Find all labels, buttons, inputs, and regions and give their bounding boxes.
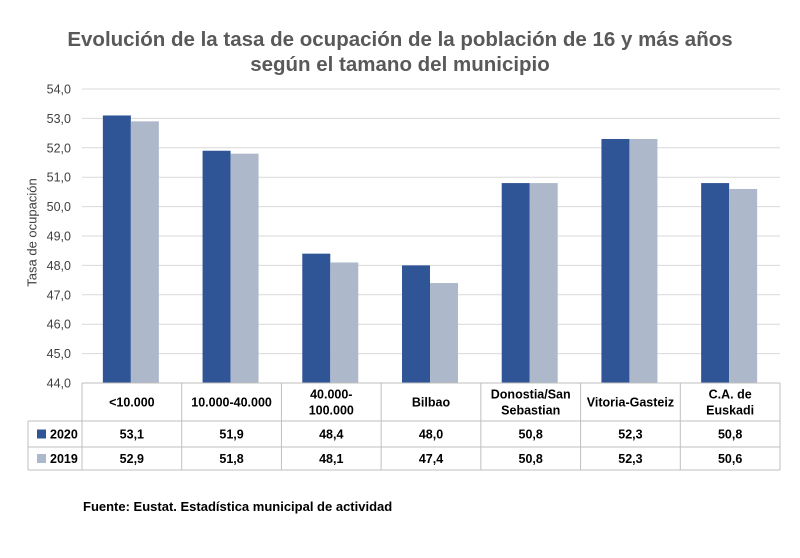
y-tick-label: 52,0 xyxy=(47,141,71,155)
bar-2020 xyxy=(302,253,331,383)
data-label: 50,8 xyxy=(718,428,742,442)
bar-2020 xyxy=(202,150,231,383)
legend-label: 2019 xyxy=(50,452,78,466)
source-note: Fuente: Eustat. Estadística municipal de… xyxy=(83,499,393,514)
y-tick-label: 51,0 xyxy=(47,171,71,185)
category-label: 100.000 xyxy=(309,404,354,418)
data-label: 50,6 xyxy=(718,452,742,466)
data-label: 53,1 xyxy=(120,428,144,442)
bar-2020 xyxy=(102,115,131,384)
y-tick-label: 50,0 xyxy=(47,200,71,214)
bar-2020 xyxy=(501,183,530,383)
y-tick-label: 44,0 xyxy=(47,377,71,391)
data-label: 52,9 xyxy=(120,452,144,466)
y-tick-label: 54,0 xyxy=(47,83,71,97)
y-tick-label: 45,0 xyxy=(47,347,71,361)
data-label: 48,1 xyxy=(319,452,343,466)
category-label: Donostia/San xyxy=(491,388,571,402)
y-tick-label: 48,0 xyxy=(47,259,71,273)
legend-key-2019 xyxy=(37,454,46,463)
bar-2019 xyxy=(230,153,259,383)
bar-2019 xyxy=(430,283,458,383)
data-label: 47,4 xyxy=(419,452,443,466)
y-tick-label: 49,0 xyxy=(47,230,71,244)
data-label: 48,0 xyxy=(419,428,443,442)
category-label: Bilbao xyxy=(412,396,451,410)
legend-key-2020 xyxy=(37,429,46,439)
category-label: Vitoria-Gasteiz xyxy=(587,396,674,410)
data-label: 52,3 xyxy=(618,428,642,442)
chart-title: Evolución de la tasa de ocupación de la … xyxy=(0,27,800,77)
category-label: 40.000- xyxy=(310,388,352,402)
data-label: 48,4 xyxy=(319,428,343,442)
chart-subtitle: según el tamano del municipio xyxy=(250,53,550,76)
category-label: Euskadi xyxy=(706,404,754,418)
data-label: 50,8 xyxy=(519,428,543,442)
legend-label: 2020 xyxy=(50,428,78,442)
y-tick-label: 53,0 xyxy=(47,112,71,126)
bar-2019 xyxy=(729,188,758,383)
category-label: <10.000 xyxy=(109,396,155,410)
data-label: 51,8 xyxy=(219,452,243,466)
bar-2019 xyxy=(529,183,558,383)
data-label: 51,9 xyxy=(219,428,243,442)
bar-2020 xyxy=(701,183,730,383)
bar-2020 xyxy=(402,265,430,383)
category-label: C.A. de xyxy=(709,388,752,402)
bar-2019 xyxy=(629,138,658,383)
category-label: 10.000-40.000 xyxy=(191,396,272,410)
data-label: 52,3 xyxy=(618,452,642,466)
category-label: Sebastian xyxy=(501,404,560,418)
y-tick-label: 47,0 xyxy=(47,288,71,302)
y-tick-label: 46,0 xyxy=(47,318,71,332)
bar-2019 xyxy=(130,121,159,383)
bar-2019 xyxy=(330,262,359,383)
chart-title-line1: Evolución de la tasa de ocupación de la … xyxy=(67,28,733,51)
bar-2020 xyxy=(601,138,630,383)
data-label: 50,8 xyxy=(519,452,543,466)
